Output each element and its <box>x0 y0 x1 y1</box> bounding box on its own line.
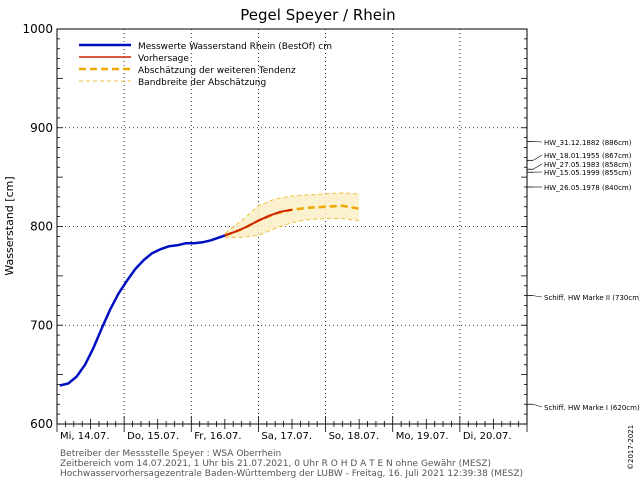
measured-line <box>59 234 226 387</box>
y-tick-label: 800 <box>30 220 53 234</box>
grid-lines <box>56 28 527 425</box>
reference-leader <box>532 154 543 161</box>
reference-leader <box>532 403 543 408</box>
reference-leader <box>532 295 543 298</box>
reference-levels: HW_31.12.1882 (886cm) HW_18.01.1955 (867c… <box>527 139 640 412</box>
y-tick-label: 700 <box>30 318 53 332</box>
chart-title: Pegel Speyer / Rhein <box>240 6 395 24</box>
legend: Messwerte Wasserstand Rhein (BestOf) cm V… <box>79 42 332 88</box>
y-tick-label: 1000 <box>22 22 53 36</box>
estimate-band-upper <box>224 192 360 234</box>
reference-label: Schiff. HW Marke II (730cm) <box>544 294 640 302</box>
legend-label: Bandbreite der Abschätzung <box>138 78 266 88</box>
reference-label: HW_31.12.1882 (886cm) <box>544 139 632 147</box>
footer-line: Betreiber der Messstelle Speyer : WSA Ob… <box>60 449 281 459</box>
reference-label: HW_18.01.1955 (867cm) <box>544 152 632 160</box>
x-tick-label: Mi, 14.07. <box>60 431 110 442</box>
x-tick-label: Do, 15.07. <box>127 431 179 442</box>
footer-line: Hochwasservorhersagezentrale Baden-Württ… <box>60 469 523 479</box>
estimate-band-area <box>224 192 360 238</box>
series-lines <box>59 204 360 387</box>
x-tick-label: So, 18.07. <box>329 431 380 442</box>
footer: Betreiber der Messstelle Speyer : WSA Ob… <box>60 449 523 479</box>
x-tick-label: Sa, 17.07. <box>261 431 312 442</box>
legend-label: Vorhersage <box>138 54 189 64</box>
x-tick-label: Mo, 19.07. <box>396 431 449 442</box>
axis-ticks: 600 700 800 900 1000 Mi, 14.07. Do, 15.07. Fr, … <box>22 22 528 442</box>
y-tick-label: 900 <box>30 121 53 135</box>
y-axis-label: Wasserstand [cm] <box>3 176 16 275</box>
x-tick-label: Fr, 16.07. <box>194 431 241 442</box>
legend-label: Abschätzung der weiteren Tendenz <box>138 66 296 76</box>
y-tick-label: 600 <box>30 417 53 431</box>
estimate-band-lower <box>224 218 360 238</box>
copyright-note: ©2017-2021 <box>627 425 635 470</box>
reference-label: HW_27.05.1983 (858cm) <box>544 161 632 169</box>
forecast-line <box>224 208 293 237</box>
estimate-band <box>224 192 360 238</box>
plot-frame <box>56 28 528 425</box>
reference-leader <box>532 163 543 170</box>
x-tick-label: Di, 20.07. <box>463 431 512 442</box>
footer-line: Zeitbereich vom 14.07.2021, 1 Uhr bis 21… <box>60 459 491 469</box>
reference-label: HW_15.05.1999 (855cm) <box>544 169 632 177</box>
legend-label: Messwerte Wasserstand Rhein (BestOf) cm <box>138 42 332 52</box>
reference-label: HW_26.05.1978 (840cm) <box>544 184 632 192</box>
reference-label: Schiff. HW Marke I (620cm) <box>544 404 640 412</box>
